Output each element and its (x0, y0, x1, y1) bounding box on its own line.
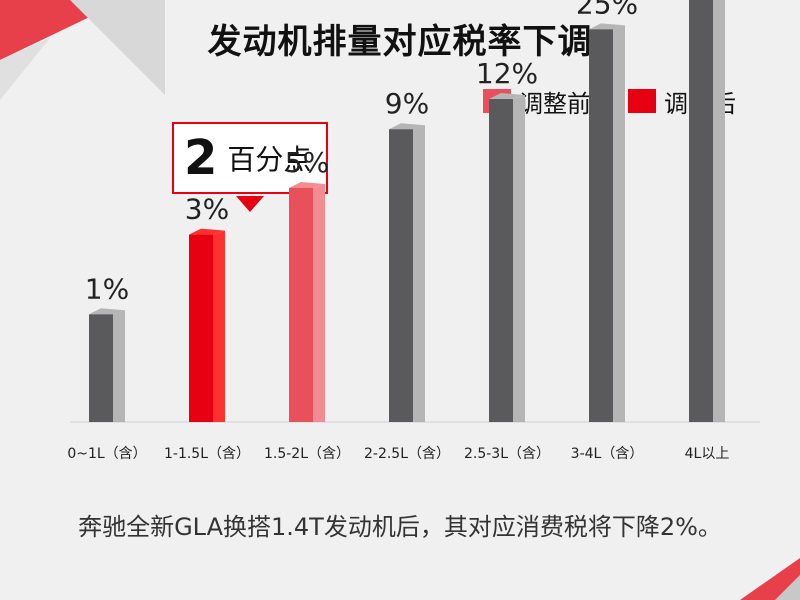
callout-pointer (236, 196, 264, 212)
bar-top (289, 181, 325, 188)
data-label: 25% (576, 0, 638, 20)
bar-top (489, 93, 525, 100)
data-label: 3% (185, 193, 229, 226)
bar (589, 29, 613, 422)
bar-top (189, 228, 225, 235)
bar-side (313, 183, 325, 422)
x-tick-label: 1-1.5L（含） (164, 446, 250, 462)
x-tick-label: 4L以上 (685, 446, 730, 462)
page-title: 发动机排量对应税率下调 (207, 22, 593, 62)
callout-box: 2 百分点 (172, 122, 328, 194)
x-tick-label: 2.5-3L（含） (464, 446, 550, 462)
x-tick-label: 1.5-2L（含） (264, 446, 350, 462)
bar-top (589, 23, 625, 30)
x-tick-label: 0~1L（含） (67, 446, 146, 462)
bar-side (413, 125, 425, 423)
data-label: 5% (285, 146, 329, 179)
bar-top (89, 308, 125, 315)
callout-value: 2 (184, 130, 218, 186)
bar (389, 129, 413, 423)
data-label: 9% (385, 87, 429, 120)
bar (489, 99, 513, 422)
bar (89, 314, 113, 422)
bar-side (113, 310, 125, 422)
legend-swatch-after (628, 89, 656, 113)
data-label: 1% (85, 272, 129, 305)
bar (289, 187, 313, 422)
x-tick-label: 3-4L（含） (571, 446, 644, 462)
bar-top (389, 123, 425, 130)
bar-side (513, 95, 525, 422)
bar (189, 234, 213, 422)
x-tick-label: 2-2.5L（含） (364, 446, 450, 462)
legend-label-before: 调整前 (519, 89, 591, 118)
bar-side (613, 25, 625, 422)
bar-side (713, 0, 725, 422)
bar-side (213, 230, 225, 422)
bar (689, 0, 713, 423)
callout-unit: 百分点 (227, 143, 312, 176)
footer-caption: 奔驰全新GLA换搭1.4T发动机后，其对应消费税将下降2%。 (78, 513, 722, 541)
data-label: 12% (476, 57, 538, 90)
